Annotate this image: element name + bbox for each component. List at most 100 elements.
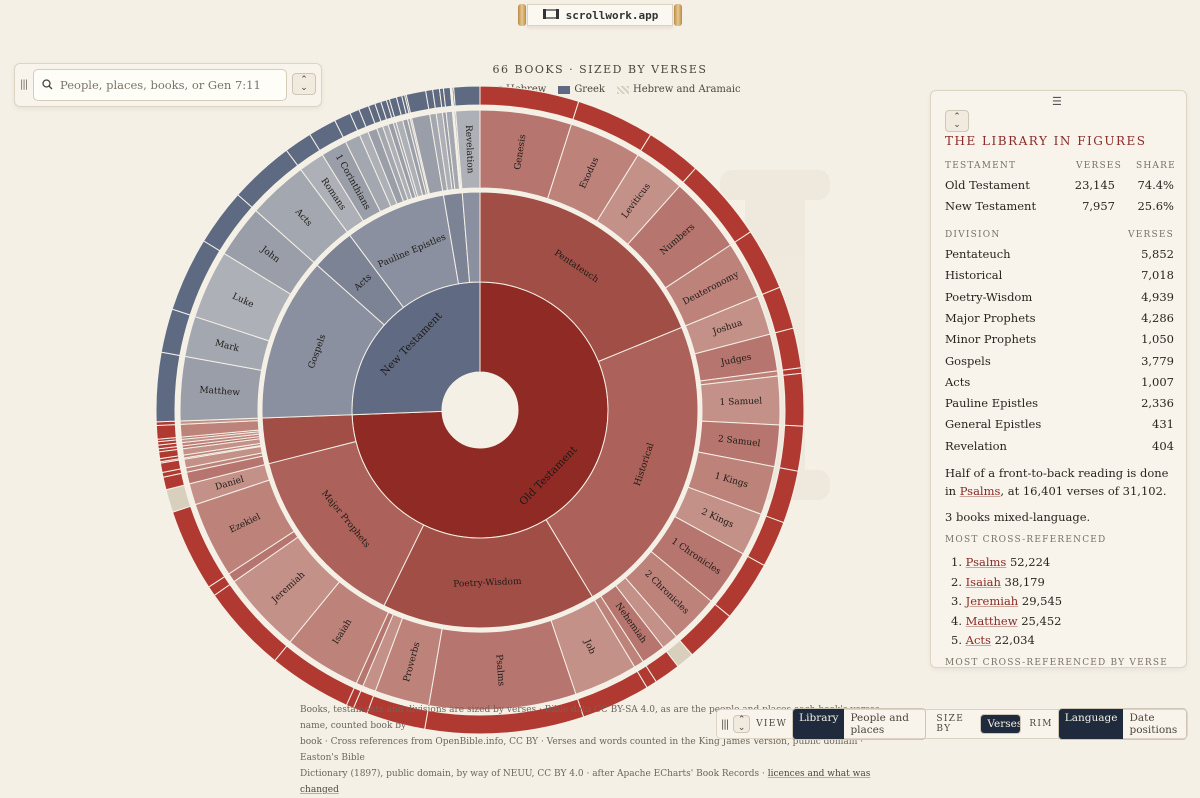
xref-book-link[interactable]: Matthew bbox=[965, 613, 1018, 628]
testament-row-share: 74.4% bbox=[1137, 178, 1174, 192]
rim-language-segment[interactable] bbox=[405, 90, 430, 114]
view-toolbar: ||| ⌃ ⌄ VIEW Library People and places SI… bbox=[716, 708, 1188, 740]
xref-count: 22,034 bbox=[990, 633, 1035, 647]
testament-row-verses: 23,145 bbox=[1074, 178, 1115, 192]
xref-item: 4. Matthew 25,452 bbox=[951, 614, 1061, 628]
menu-icon[interactable]: ☰ bbox=[1052, 95, 1062, 108]
division-row-name: General Epistles bbox=[945, 417, 1042, 432]
xref-count: 25,452 bbox=[1017, 613, 1062, 628]
brand-paper: scrollwork.app bbox=[526, 4, 674, 26]
xref-item: 3. Jeremiah 29,545 bbox=[951, 594, 1062, 608]
division-row-verses: 431 bbox=[1152, 417, 1174, 432]
testament-row-share: 25.6% bbox=[1137, 199, 1174, 213]
division-row-verses: 7,018 bbox=[1141, 268, 1174, 283]
scroll-handle-left bbox=[518, 4, 526, 26]
division-row-name: Pauline Epistles bbox=[945, 396, 1039, 411]
division-row-verses: 3,779 bbox=[1141, 353, 1174, 368]
rim-language-segment[interactable] bbox=[160, 308, 191, 357]
legend-item-greek[interactable]: Greek bbox=[558, 84, 605, 95]
stats-title: THE LIBRARY IN FIGURES bbox=[945, 134, 1147, 148]
half-reading-note: Half of a front-to-back reading is done … bbox=[945, 466, 1169, 498]
division-segment[interactable] bbox=[461, 191, 481, 283]
division-row-name: Historical bbox=[945, 268, 1003, 283]
division-col-header: DIVISION bbox=[945, 230, 1001, 240]
division-row-verses: 1,050 bbox=[1141, 332, 1174, 347]
search-box[interactable] bbox=[33, 69, 287, 101]
chart-title: 66 BOOKS · SIZED BY VERSES bbox=[492, 63, 708, 76]
brand-name: scrollwork.app bbox=[565, 8, 659, 22]
rim-option-language[interactable]: Language bbox=[1058, 709, 1124, 739]
division-row-verses: 1,007 bbox=[1141, 374, 1174, 389]
stats-panel: ☰ ⌃ ⌄ THE LIBRARY IN FIGURES TESTAMENT VE… bbox=[930, 90, 1187, 668]
division-segment[interactable] bbox=[545, 326, 699, 598]
brand-logo[interactable]: scrollwork.app bbox=[518, 2, 682, 28]
xref-book-link[interactable]: Jeremiah bbox=[965, 594, 1019, 608]
collapse-icon: ⌃ ⌄ bbox=[300, 75, 308, 93]
division-row-name: Acts bbox=[945, 374, 971, 389]
rim-segmented-control: Language Date positions bbox=[1057, 708, 1187, 740]
psalms-link[interactable]: Psalms bbox=[959, 484, 1001, 498]
xref-book-link[interactable]: Psalms bbox=[965, 555, 1007, 569]
division-row-name: Gospels bbox=[945, 353, 991, 368]
xref-rank: 2. bbox=[951, 574, 966, 589]
division-label: Poetry-Wisdom bbox=[453, 577, 522, 590]
view-segmented-control: Library People and places bbox=[792, 708, 927, 740]
xref-rank: 3. bbox=[951, 594, 966, 608]
xref-item: 2. Isaiah 38,179 bbox=[951, 575, 1045, 589]
xref-rank: 1. bbox=[951, 555, 966, 569]
division-row-verses: 5,852 bbox=[1141, 247, 1174, 261]
collapse-toolbar-button[interactable]: ⌃ ⌄ bbox=[733, 715, 751, 733]
collapse-search-button[interactable]: ⌃ ⌄ bbox=[292, 73, 316, 95]
legend-item-hebrew-aramaic[interactable]: Hebrew and Aramaic bbox=[616, 84, 741, 95]
xref-header: MOST CROSS-REFERENCED bbox=[945, 535, 1107, 545]
search-panel: ||| ⌃⌄ bbox=[14, 63, 322, 107]
search-icon bbox=[42, 79, 53, 90]
verses-col-header: VERSES bbox=[1076, 161, 1122, 171]
xref-item: 5. Acts 22,034 bbox=[951, 633, 1035, 647]
collapse-icon: ⌃ ⌄ bbox=[737, 715, 746, 733]
rim-language-segment[interactable] bbox=[453, 85, 481, 107]
book-label: Matthew bbox=[199, 385, 241, 398]
testament-row-name: Old Testament bbox=[945, 178, 1030, 192]
book-label: 1 Samuel bbox=[719, 397, 762, 408]
division-row-name: Major Prophets bbox=[945, 310, 1036, 325]
rim-language-segment[interactable] bbox=[155, 351, 181, 423]
share-col-header: SHARE bbox=[1136, 161, 1176, 171]
division-row-name: Revelation bbox=[945, 438, 1007, 453]
size-by-label: SIZE BY bbox=[936, 714, 965, 734]
xref-verse-header: MOST CROSS-REFERENCED BY VERSE bbox=[945, 658, 1168, 668]
xref-book-link[interactable]: Isaiah bbox=[965, 574, 1001, 589]
view-option-people-places[interactable]: People and places bbox=[850, 712, 909, 736]
scroll-icon bbox=[542, 8, 560, 23]
testament-col-header: TESTAMENT bbox=[945, 161, 1017, 171]
book-segment[interactable] bbox=[455, 109, 481, 190]
drag-handle-icon[interactable]: ||| bbox=[20, 79, 28, 90]
xref-count: 52,224 bbox=[1006, 555, 1051, 569]
view-label: VIEW bbox=[756, 719, 788, 729]
rim-label: RIM bbox=[1029, 719, 1053, 729]
division-row-verses: 4,286 bbox=[1141, 310, 1174, 325]
search-input[interactable] bbox=[58, 74, 282, 96]
book-label: Revelation bbox=[463, 125, 475, 174]
attribution-line: Books, testaments and divisions are size… bbox=[300, 705, 880, 731]
xref-book-link[interactable]: Acts bbox=[965, 633, 991, 647]
rim-option-date-positions[interactable]: Date positions bbox=[1129, 712, 1178, 736]
xref-count: 38,179 bbox=[1000, 574, 1045, 589]
xref-count: 29,545 bbox=[1018, 594, 1063, 608]
xref-rank: 4. bbox=[951, 613, 966, 628]
collapse-stats-button[interactable]: ⌃ ⌄ bbox=[945, 110, 969, 132]
size-segmented-control: Verses bbox=[980, 714, 1022, 734]
division-row-verses: 404 bbox=[1152, 438, 1174, 453]
xref-rank: 5. bbox=[951, 633, 966, 647]
testament-row-verses: 7,957 bbox=[1082, 199, 1115, 213]
division-verses-col-header: VERSES bbox=[1128, 230, 1174, 240]
size-option-verses[interactable]: Verses bbox=[981, 715, 1021, 733]
rim-language-segment[interactable] bbox=[782, 372, 805, 427]
mixed-language-note: 3 books mixed-language. bbox=[945, 510, 1091, 524]
division-row-name: Pentateuch bbox=[945, 247, 1011, 261]
collapse-icon: ⌃ ⌄ bbox=[953, 112, 961, 130]
drag-handle-icon[interactable]: ||| bbox=[721, 718, 729, 730]
rim-language-segment[interactable] bbox=[155, 424, 177, 440]
view-option-library[interactable]: Library bbox=[793, 709, 845, 739]
